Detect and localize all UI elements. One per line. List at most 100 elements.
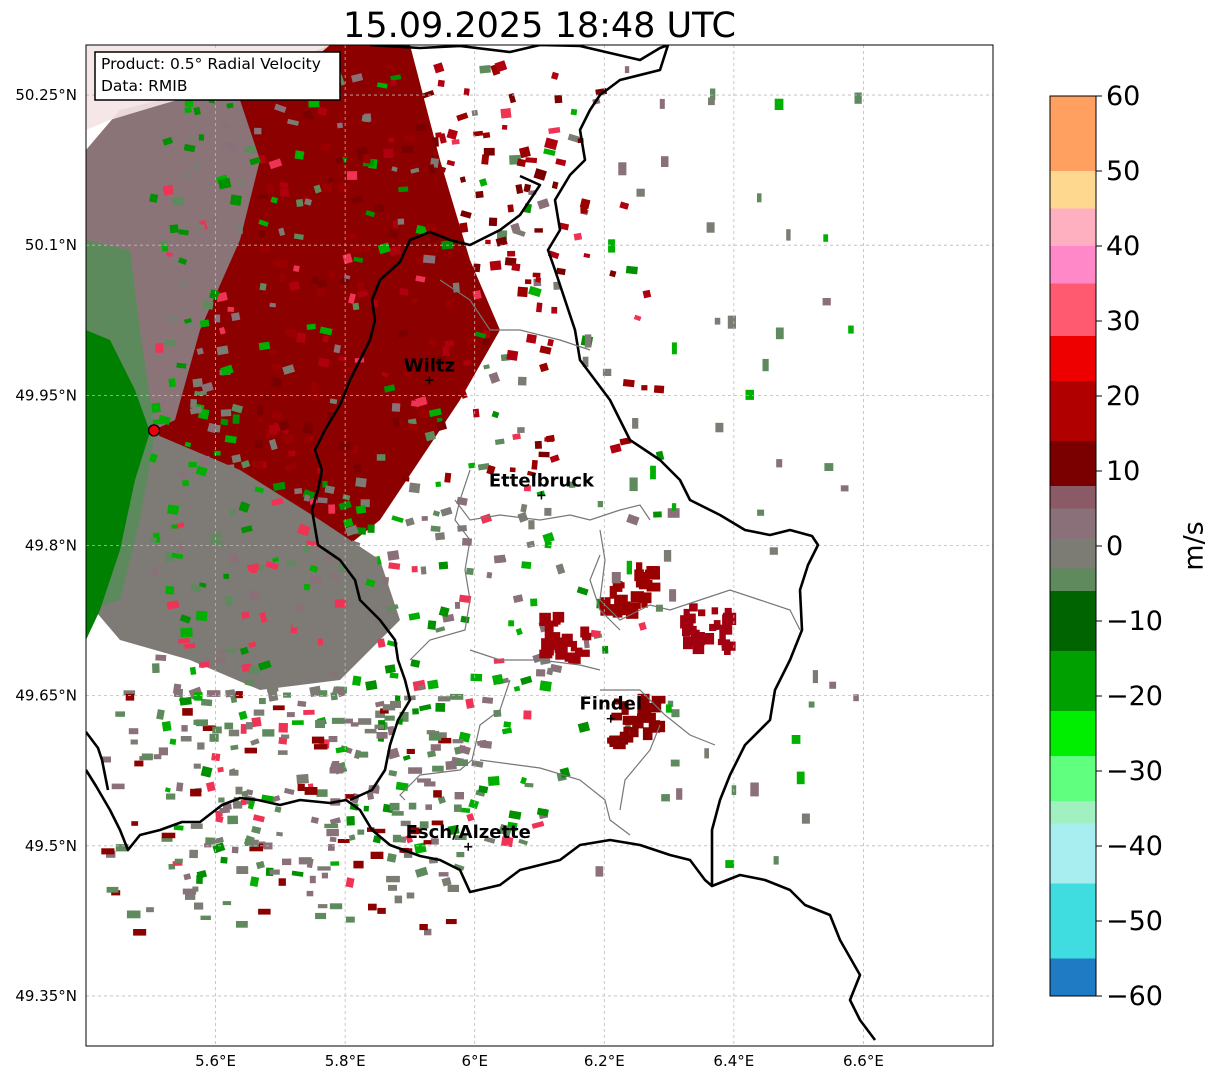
echo-speckle [128,728,139,735]
echo-speckle [459,387,468,399]
echo-speckle [633,314,642,322]
echo-speckle [532,272,541,278]
echo-speckle [244,747,257,754]
echo-speckle [309,685,322,698]
echo-speckle [296,332,307,343]
echo-speckle [146,907,154,913]
echo-speckle [338,500,352,511]
echo-speckle [531,820,545,829]
echo-speckle [178,229,189,236]
echo-speckle [244,678,255,687]
echo-speckle [200,915,211,920]
map-title: 15.09.2025 18:48 UTC [343,6,736,46]
echo-speckle [179,614,192,624]
echo-speckle [415,255,425,265]
echo-speckle [493,554,506,564]
echo-speckle [482,132,491,139]
echo-speckle [602,368,612,376]
echo-speckle [512,433,521,441]
echo-cluster-cell [626,606,639,619]
echo-speckle [294,487,303,495]
echo-speckle [454,792,464,800]
echo-speckle [348,555,362,563]
echo-speckle [387,137,395,143]
echo-speckle [195,610,208,621]
echo-speckle [236,179,247,188]
echo-speckle [232,414,240,424]
echo-speckle [570,108,578,116]
echo-speckle [334,156,344,165]
echo-speckle [419,703,432,712]
echo-speckle [364,728,377,734]
lon-tick-label: 6.2°E [584,1052,625,1070]
echo-speckle [438,166,447,173]
echo-speckle [419,821,429,829]
echo-speckle [365,578,376,588]
echo-speckle [360,499,370,508]
echo-speckle [207,422,218,434]
echo-speckle [221,141,231,148]
echo-speckle [609,443,622,454]
echo-speckle [368,903,377,911]
echo-speckle [520,675,533,686]
echo-speckle [267,660,280,673]
echo-speckle [231,846,239,854]
echo-speckle [489,260,502,271]
echo-speckle [270,410,283,421]
echo-speckle [210,557,219,566]
lat-tick-label: 50.1°N [25,236,77,254]
echo-speckle [200,765,213,778]
echo-speckle [423,840,432,845]
echo-speckle [791,735,801,744]
echo-speckle [745,389,754,400]
echo-speckle [180,627,193,638]
echo-speckle [544,137,559,151]
echo-speckle [449,693,464,700]
echo-speckle [319,326,333,336]
echo-speckle [537,198,550,210]
echo-speckle [217,177,232,190]
echo-cluster-cell [648,702,662,713]
echo-speckle [528,520,535,530]
echo-speckle [258,230,266,238]
echo-speckle [342,367,355,374]
echo-speckle [512,594,524,603]
echo-speckle [269,302,276,308]
echo-speckle [435,420,448,432]
echo-speckle [554,94,563,104]
echo-speckle [251,460,264,471]
echo-speckle [438,133,447,144]
echo-speckle [288,281,301,291]
echo-speckle [468,799,480,810]
echo-speckle [539,345,552,355]
near-zero-velocity-area-south [86,432,400,690]
echo-speckle [427,750,437,758]
echo-speckle [192,160,201,171]
echo-speckle [442,346,450,356]
echo-speckle [465,567,474,576]
echo-speckle [177,257,188,265]
echo-speckle [454,835,467,840]
echo-speckle [520,776,527,785]
echo-speckle [193,763,201,769]
echo-speckle [344,794,355,799]
echo-speckle [551,306,558,314]
echo-speckle [347,232,357,240]
echo-speckle [189,666,197,676]
echo-speckle [293,265,300,272]
echo-speckle [317,106,328,117]
echo-speckle [317,279,328,288]
echo-speckle [526,470,537,477]
echo-speckle [281,432,295,444]
echo-speckle [283,692,291,698]
echo-speckle [258,341,271,351]
echo-speckle [220,856,228,864]
echo-cluster-cell [689,603,698,612]
city-marker: Esch/Alzette [406,822,531,851]
echo-speckle [231,454,242,464]
echo-speckle [854,92,862,104]
echo-speckle [287,118,300,126]
echo-speckle [149,193,159,203]
echo-speckle [212,582,226,594]
echo-speckle [196,347,204,355]
